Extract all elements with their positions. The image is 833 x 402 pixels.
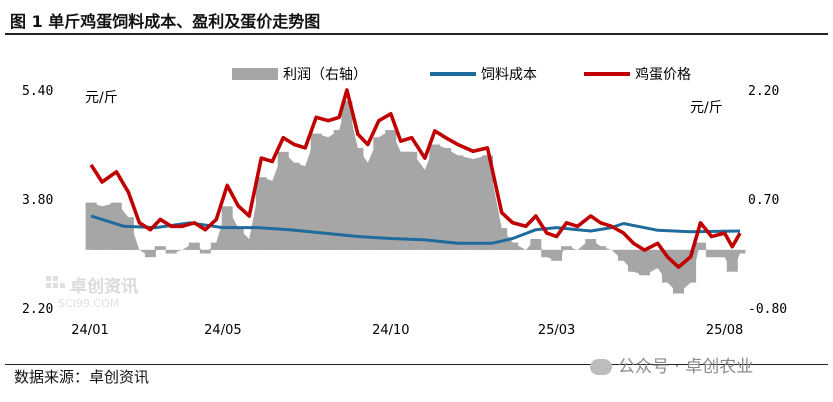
watermark-logo: 卓创资讯 SCI99.COM [46, 276, 138, 310]
left-tick-label: 5.40 [22, 84, 53, 99]
feed-cost-line [90, 214, 741, 245]
legend-label-feed: 饲料成本 [481, 67, 537, 83]
footer-rule [5, 364, 828, 365]
wechat-icon [590, 359, 612, 375]
chart: 利润（右轴） 饲料成本 鸡蛋价格 元/斤 元/斤 卓创资讯 SCI99.COM … [22, 66, 787, 338]
profit-area [91, 100, 741, 294]
left-axis-unit: 元/斤 [85, 90, 118, 106]
wechat-watermark: 公众号 · 卓创农业 [590, 352, 753, 377]
watermark-brand: 卓创资讯 [70, 276, 138, 297]
plot-area: 5.40 3.80 2.20 2.20 0.70 -0.80 24/01 24/05 24/10… [22, 84, 787, 338]
legend-label-egg: 鸡蛋价格 [635, 66, 691, 83]
right-tick-label: -0.80 [748, 302, 787, 317]
right-axis-unit: 元/斤 [690, 100, 723, 116]
wechat-label: 公众号 · 卓创农业 [618, 357, 754, 377]
right-tick-label: 2.20 [748, 84, 779, 99]
x-tick-label: 24/01 [71, 323, 108, 338]
watermark-site: SCI99.COM [58, 297, 119, 310]
source-note: 数据来源：卓创资讯 [14, 368, 150, 386]
right-tick-label: 0.70 [748, 193, 779, 208]
x-tick-label: 25/08 [706, 323, 743, 338]
x-tick-label: 25/03 [538, 323, 575, 338]
left-tick-label: 3.80 [22, 193, 53, 208]
legend-label-profit: 利润（右轴） [283, 67, 367, 83]
title-rule [5, 33, 828, 35]
page-title: 图 1 单斤鸡蛋饲料成本、盈利及蛋价走势图 [10, 12, 321, 31]
egg-price-line [89, 88, 742, 269]
legend-swatch-profit [232, 68, 278, 80]
x-tick-label: 24/05 [204, 323, 241, 338]
left-tick-label: 2.20 [22, 302, 53, 317]
x-tick-label: 24/10 [372, 323, 409, 338]
